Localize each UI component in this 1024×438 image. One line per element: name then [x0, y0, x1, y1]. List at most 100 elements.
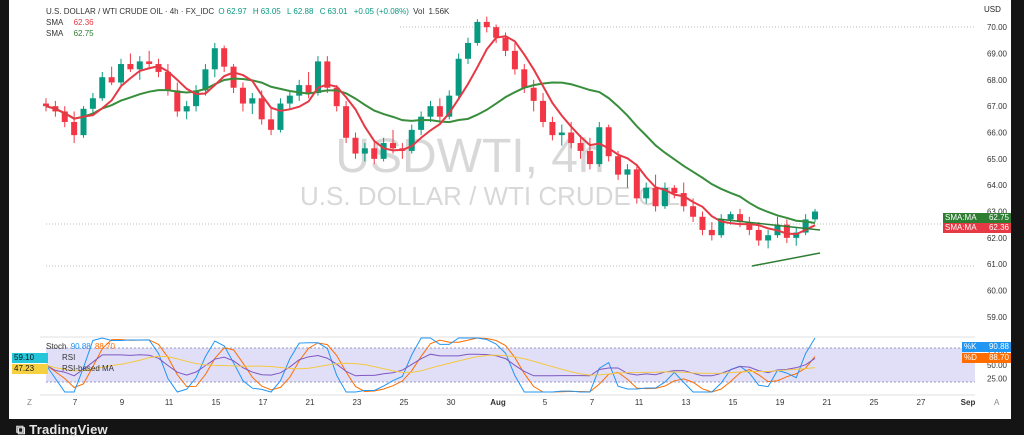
pill-name: SMA:MA [945, 223, 977, 233]
candle-body [671, 187, 678, 194]
candle-body [699, 216, 706, 230]
sma-fast-legend[interactable]: SMA 62.36 [46, 18, 96, 27]
time-axis[interactable]: 7 9 11 15 17 21 23 25 30 Aug 5 7 11 13 15 19 21 25 27 Sep [73, 398, 976, 407]
stoch-k-value: 90.88 [70, 342, 91, 351]
pill-name: SMA:MA [945, 213, 977, 223]
time-tick: 25 [400, 398, 409, 407]
candle-body [211, 48, 218, 70]
candle-body [455, 58, 462, 96]
candle-body [43, 103, 49, 107]
candle-body [80, 108, 87, 136]
candle-body [436, 106, 443, 117]
candle-body [361, 148, 368, 154]
candle-body [343, 106, 350, 138]
price-tick: 62.00 [987, 234, 1008, 243]
left-edge [0, 0, 9, 435]
price-tick: 63.00 [987, 208, 1008, 217]
rsi-ma-legend[interactable]: RSI-based MA [62, 364, 116, 373]
candle-body [352, 137, 359, 154]
time-tick: 25 [870, 398, 879, 407]
time-tick: 11 [635, 398, 644, 407]
candle-body [540, 100, 547, 122]
candle-body [502, 37, 509, 51]
candle-body [89, 98, 96, 109]
price-tick: 70.00 [987, 23, 1008, 32]
osc-tick: 50.00 [987, 361, 1008, 370]
sma-slow-line [45, 77, 816, 225]
stoch-legend[interactable]: Stoch 90.88 88.70 [46, 342, 117, 351]
osc-pill: %D 88.70 [962, 353, 1011, 363]
time-tick: 23 [353, 398, 362, 407]
candle-body [474, 21, 481, 43]
candle-body [493, 27, 500, 38]
footer-bar: ⧉ TradingView [0, 419, 1024, 437]
candle-body [615, 156, 622, 175]
candle-body [549, 121, 556, 136]
stoch-k-line [45, 337, 816, 393]
stoch-label: Stoch [46, 342, 67, 351]
price-label-pill: SMA:MA 62.36 [943, 223, 1011, 234]
candle-body [146, 61, 153, 65]
time-tick: 21 [823, 398, 832, 407]
candle-body [296, 85, 303, 96]
time-tick: 30 [447, 398, 456, 407]
candle-body [61, 111, 68, 122]
time-tick: 21 [306, 398, 315, 407]
open-value: 62.97 [226, 7, 247, 16]
candle-body [661, 187, 668, 207]
candle-body [530, 87, 537, 101]
currency-button[interactable]: USD [984, 5, 1001, 14]
time-tick: 9 [120, 398, 125, 407]
rsi-legend[interactable]: RSI [62, 353, 77, 362]
candle-body [286, 95, 293, 104]
candle-body [277, 103, 284, 130]
candle-body [71, 121, 78, 136]
symbol-title: U.S. DOLLAR / WTI CRUDE OIL · 4h · FX_ID… [46, 7, 215, 16]
candle-body [511, 50, 518, 70]
time-tick: Sep [961, 398, 976, 407]
pill-value: 62.36 [988, 223, 1009, 233]
candle-body [314, 61, 321, 93]
candle-body [305, 85, 312, 93]
sma-slow-value: 62.75 [73, 29, 94, 38]
vol-label: Vol [413, 7, 425, 16]
candle-body [371, 148, 378, 159]
candle-body [521, 69, 528, 88]
osc-scale[interactable]: 75.00 50.00 25.00 [987, 348, 1008, 384]
candle-body [258, 98, 265, 120]
time-tick: 19 [776, 398, 785, 407]
candle-body [127, 64, 134, 70]
candle-body [624, 169, 631, 175]
time-tick: 17 [259, 398, 268, 407]
symbol-legend[interactable]: U.S. DOLLAR / WTI CRUDE OIL · 4h · FX_ID… [46, 7, 453, 16]
rsi-line [45, 353, 816, 377]
osc-left-pill: 47.23 [12, 364, 48, 374]
time-tick: 15 [212, 398, 221, 407]
osc-tick: 75.00 [987, 348, 1008, 357]
candle-body [174, 90, 181, 112]
sma-fast-label: SMA [46, 18, 64, 27]
price-scale[interactable]: 70.00 69.00 68.00 67.00 66.00 65.00 64.00 63.00… [987, 23, 1008, 322]
time-tick: 5 [543, 398, 548, 407]
osc-pill-name: %K [964, 342, 977, 351]
triangle-lower-line [751, 252, 821, 267]
high-value: 63.05 [260, 7, 281, 16]
candle-body [605, 127, 612, 157]
price-label-pill: SMA:MA 62.75 [943, 213, 1011, 224]
auto-scale-icon[interactable]: A [994, 398, 1000, 407]
price-tick: 67.00 [987, 102, 1008, 111]
osc-pill-name: %D [964, 353, 977, 362]
candle-body [812, 211, 818, 220]
stoch-d-line [45, 337, 816, 393]
candle-body [755, 229, 762, 241]
change-value: +0.05 (+0.08%) [353, 7, 409, 16]
time-tick: 27 [917, 398, 926, 407]
time-tick: 7 [590, 398, 595, 407]
watermark: USDWTI, 4h U.S. DOLLAR / WTI CRUDE OIL [300, 130, 680, 211]
sma-slow-legend[interactable]: SMA 62.75 [46, 29, 96, 38]
rsi-ma-line [45, 354, 816, 376]
zoom-icon[interactable]: Z [27, 398, 32, 407]
osc-pill: %K 90.88 [962, 342, 1011, 352]
sma-fast-line [45, 35, 816, 236]
